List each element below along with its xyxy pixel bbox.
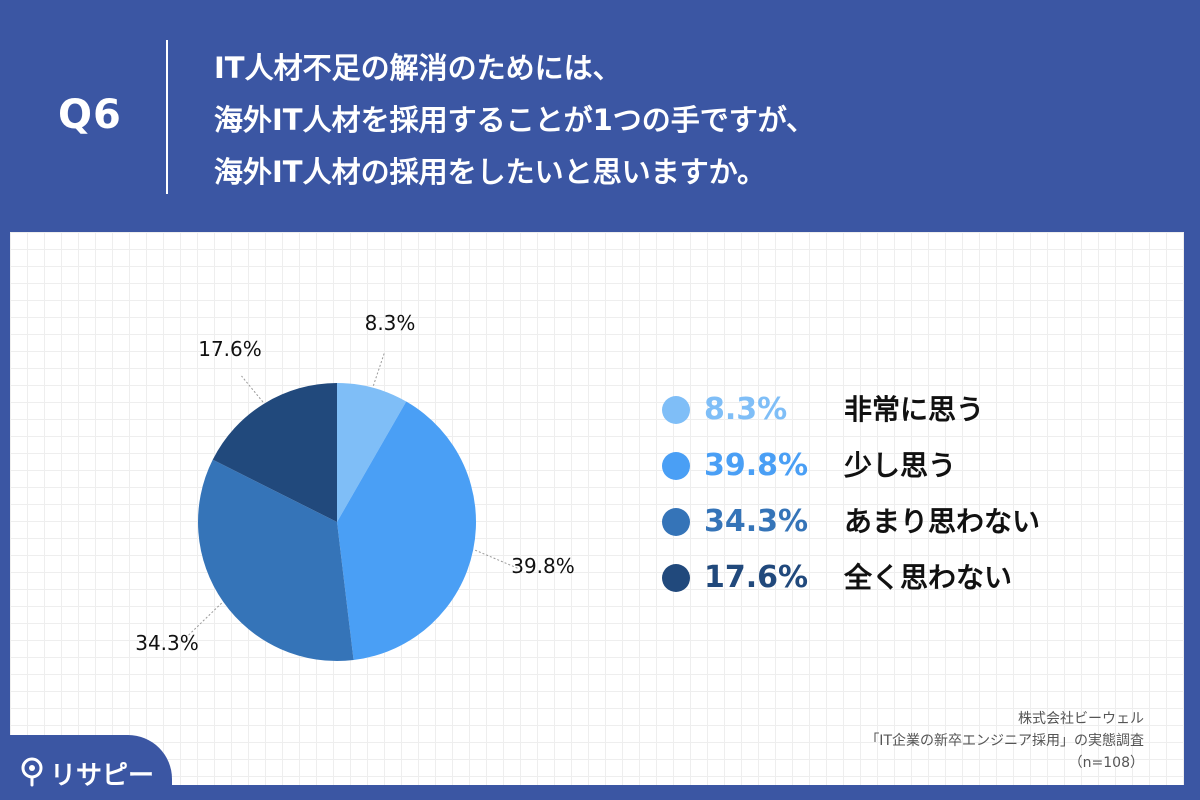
slice-label: 34.3%	[135, 631, 199, 655]
pie-slice	[337, 383, 407, 522]
pie-slice	[197, 459, 354, 661]
chart-panel: 8.3% 39.8% 34.3% 17.6% 8.3% 非常に思う 39.8% 少し思…	[10, 232, 1184, 785]
legend-percent: 34.3%	[704, 504, 809, 539]
leader-line	[185, 602, 222, 638]
source-sample-size: （n=108）	[1068, 755, 1144, 771]
question-line-1: IT人材不足の解消のためには、	[214, 51, 622, 85]
pie-slice	[337, 401, 477, 661]
legend-label: 非常に思う	[844, 393, 985, 426]
legend-percent: 17.6%	[704, 560, 809, 595]
leader-line	[372, 353, 385, 386]
legend-swatch	[662, 452, 690, 480]
slice-label: 39.8%	[511, 554, 575, 578]
question-text: IT人材不足の解消のためには、 海外IT人材を採用することが1つの手ですが、 海…	[214, 42, 815, 198]
question-number: Q6	[58, 92, 122, 138]
legend-percent: 8.3%	[704, 392, 788, 427]
source-note: 株式会社ビーウェル 「IT企業の新卒エンジニア採用」の実態調査 （n=108）	[865, 708, 1144, 774]
legend-label: 少し思う	[844, 449, 957, 482]
slice-label: 17.6%	[198, 337, 262, 361]
leader-line	[241, 375, 264, 403]
pie-chart: 8.3% 39.8% 34.3% 17.6%	[135, 311, 575, 661]
pin-icon	[21, 757, 43, 787]
header-divider	[166, 40, 168, 194]
slice-label: 8.3%	[365, 311, 416, 335]
question-line-2: 海外IT人材を採用することが1つの手ですが、	[214, 103, 816, 137]
source-survey: 「IT企業の新卒エンジニア採用」の実態調査	[865, 733, 1144, 749]
brand-name: リサピー	[50, 761, 155, 791]
legend-swatch	[662, 564, 690, 592]
legend-swatch	[662, 508, 690, 536]
legend-label: 全く思わない	[844, 561, 1013, 594]
legend-percent: 39.8%	[704, 448, 809, 483]
brand-logo: リサピー	[0, 735, 172, 800]
header: Q6 IT人材不足の解消のためには、 海外IT人材を採用することが1つの手ですが…	[0, 0, 1200, 232]
question-line-3: 海外IT人材の採用をしたいと思いますか。	[214, 155, 766, 189]
legend-label: あまり思わない	[844, 505, 1041, 538]
pie-slice	[212, 383, 337, 522]
source-company: 株式会社ビーウェル	[1018, 711, 1144, 727]
legend-swatch	[662, 396, 690, 424]
